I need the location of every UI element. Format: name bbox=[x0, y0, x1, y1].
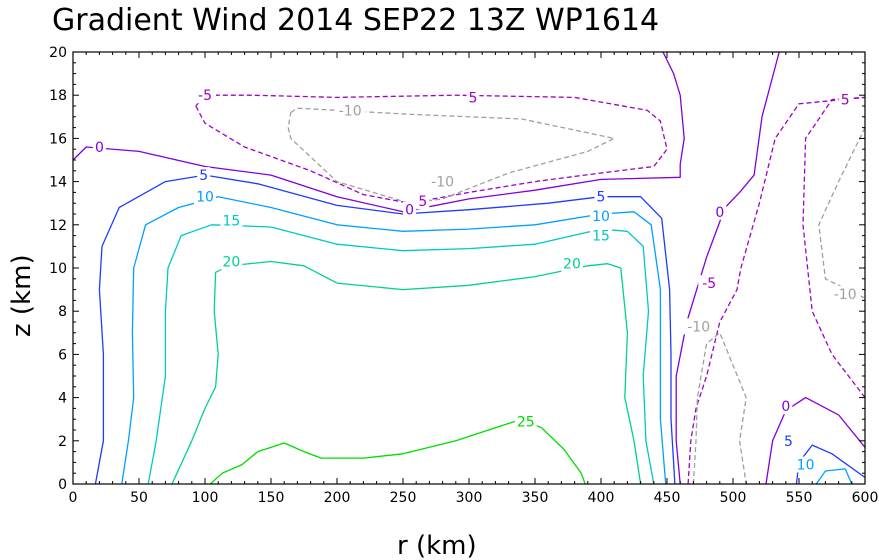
x-tick-label: 250 bbox=[390, 490, 417, 506]
contour-label-bg bbox=[560, 255, 583, 272]
contour-line-20-1 bbox=[171, 260, 642, 485]
contour-line-25-0 bbox=[209, 418, 586, 485]
y-tick-label: 12 bbox=[49, 218, 67, 234]
contour-label: 10 bbox=[592, 209, 610, 225]
contour-line-5-4 bbox=[94, 174, 676, 485]
contour-label-bg bbox=[514, 413, 537, 430]
contour-label-bg bbox=[220, 253, 243, 270]
contour-line-neg10-15 bbox=[818, 127, 866, 299]
contour-label: 0 bbox=[95, 140, 104, 156]
contour-label: -5 bbox=[702, 276, 716, 292]
contour-label: 5 bbox=[418, 194, 427, 210]
contour-label-bg bbox=[590, 208, 612, 225]
x-tick-label: 300 bbox=[456, 490, 483, 506]
x-tick-label: 350 bbox=[522, 490, 549, 506]
x-tick-label: 400 bbox=[588, 490, 615, 506]
contour-label: -5 bbox=[198, 88, 212, 104]
contour-label: 15 bbox=[222, 213, 240, 229]
contour-label: 5 bbox=[784, 434, 793, 450]
contour-label: 10 bbox=[797, 458, 815, 474]
contour-line-0-5 bbox=[72, 51, 685, 213]
contour-label: 25 bbox=[517, 414, 535, 430]
y-tick-label: 18 bbox=[49, 88, 67, 104]
chart-title: Gradient Wind 2014 SEP22 13Z WP1614 bbox=[52, 3, 659, 38]
contour-label: 15 bbox=[592, 229, 610, 245]
x-tick-label: 100 bbox=[192, 490, 219, 506]
contour-label-layer: 05101520-5-105-10505101520250-5-105-1005… bbox=[92, 87, 861, 474]
contour-label: 5 bbox=[841, 93, 850, 109]
contour-label: 5 bbox=[597, 190, 606, 206]
contour-label-bg bbox=[194, 87, 216, 104]
contour-label: 0 bbox=[781, 399, 790, 415]
contour-label-bg bbox=[466, 89, 480, 106]
contour-label-bg bbox=[220, 212, 243, 229]
contour-label-bg bbox=[427, 173, 459, 190]
contour-label: -10 bbox=[431, 175, 454, 191]
contour-label: -10 bbox=[687, 319, 710, 335]
contour-label: 5 bbox=[468, 90, 477, 106]
y-tick-label: 6 bbox=[58, 347, 67, 363]
x-axis-label: r (km) bbox=[397, 531, 477, 560]
contour-label: 5 bbox=[199, 168, 208, 184]
contour-label-bg bbox=[683, 318, 715, 335]
axis-ticks: 0 50 100 150 200 250 300 350 400 450 500 550 6000246… bbox=[49, 45, 878, 506]
contour-label-bg bbox=[92, 139, 106, 156]
contour-label-bg bbox=[713, 203, 727, 220]
x-tick-label: 450 bbox=[654, 490, 681, 506]
contour-label-bg bbox=[594, 188, 608, 205]
y-tick-label: 2 bbox=[58, 434, 67, 450]
contour-label-bg bbox=[779, 398, 793, 415]
contour-line-neg5-12 bbox=[802, 96, 866, 398]
y-tick-label: 4 bbox=[58, 391, 67, 407]
y-tick-label: 10 bbox=[49, 261, 67, 277]
contour-line-0-7 bbox=[765, 396, 866, 485]
contour-line-10-9 bbox=[815, 468, 853, 485]
contour-label: 0 bbox=[715, 205, 724, 221]
contour-label-bg bbox=[698, 275, 721, 292]
contour-label: 0 bbox=[405, 203, 414, 219]
contour-label-bg bbox=[590, 227, 612, 244]
x-tick-label: 550 bbox=[786, 490, 813, 506]
contour-label-bg bbox=[197, 167, 211, 184]
contour-layer bbox=[72, 51, 866, 485]
y-tick-label: 16 bbox=[49, 131, 67, 147]
contour-label: 10 bbox=[196, 190, 214, 206]
contour-line-neg5-11 bbox=[687, 96, 866, 485]
contour-label-bg bbox=[416, 193, 430, 210]
contour-line-0-6 bbox=[675, 51, 780, 485]
contour-line-10-3 bbox=[121, 196, 667, 485]
contour-label: 20 bbox=[563, 257, 581, 273]
y-axis-label: z (km) bbox=[7, 254, 37, 337]
contour-label: -10 bbox=[339, 103, 362, 119]
contour-line-15-2 bbox=[147, 224, 655, 485]
contour-label-bg bbox=[334, 102, 366, 119]
y-tick-label: 8 bbox=[58, 304, 67, 320]
contour-label-bg bbox=[838, 91, 852, 108]
x-tick-label: 600 bbox=[852, 490, 879, 506]
contour-label-bg bbox=[794, 456, 817, 473]
contour-label: -10 bbox=[834, 287, 857, 303]
contour-line-neg10-13 bbox=[287, 107, 615, 204]
contour-line-neg10-14 bbox=[692, 332, 747, 485]
contour-label-bg bbox=[781, 432, 795, 449]
y-tick-label: 14 bbox=[49, 175, 67, 191]
contour-label-bg bbox=[403, 201, 417, 218]
y-tick-label: 0 bbox=[58, 477, 67, 493]
contour-label: 20 bbox=[222, 255, 240, 271]
contour-label-bg bbox=[194, 188, 216, 205]
contour-line-neg5-10 bbox=[195, 94, 668, 204]
y-tick-label: 20 bbox=[49, 45, 67, 61]
contour-label-bg bbox=[829, 285, 861, 302]
x-tick-label: 500 bbox=[720, 490, 747, 506]
x-tick-label: 50 bbox=[130, 490, 148, 506]
x-tick-label: 200 bbox=[324, 490, 351, 506]
x-tick-label: 150 bbox=[258, 490, 285, 506]
x-tick-label: 0 bbox=[69, 490, 78, 506]
